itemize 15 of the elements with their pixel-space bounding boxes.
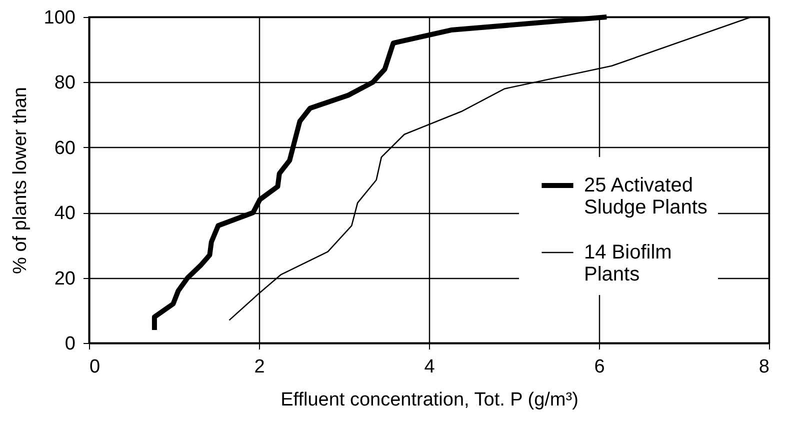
y-tick-label: 100: [44, 8, 76, 28]
y-tick-label: 40: [54, 203, 76, 224]
x-tick-label: 0: [90, 356, 100, 378]
x-tick-label: 8: [758, 356, 770, 378]
y-tick-label: 80: [54, 72, 76, 94]
x-tick-label: 2: [254, 356, 265, 378]
x-tick-label: 6: [594, 356, 605, 378]
x-tick-label: 4: [424, 356, 436, 378]
y-axis-title: % of plants lower than: [10, 87, 31, 274]
legend-label: 14 Biofilm Plants: [584, 242, 672, 286]
y-tick-label: 0: [64, 334, 76, 354]
y-tick-label: 20: [54, 268, 76, 290]
legend-label: 25 Activated Sludge Plants: [584, 174, 708, 218]
y-tick-label: 60: [54, 138, 76, 159]
x-axis-title: Effluent concentration, Tot. P (g/m³): [280, 390, 578, 410]
